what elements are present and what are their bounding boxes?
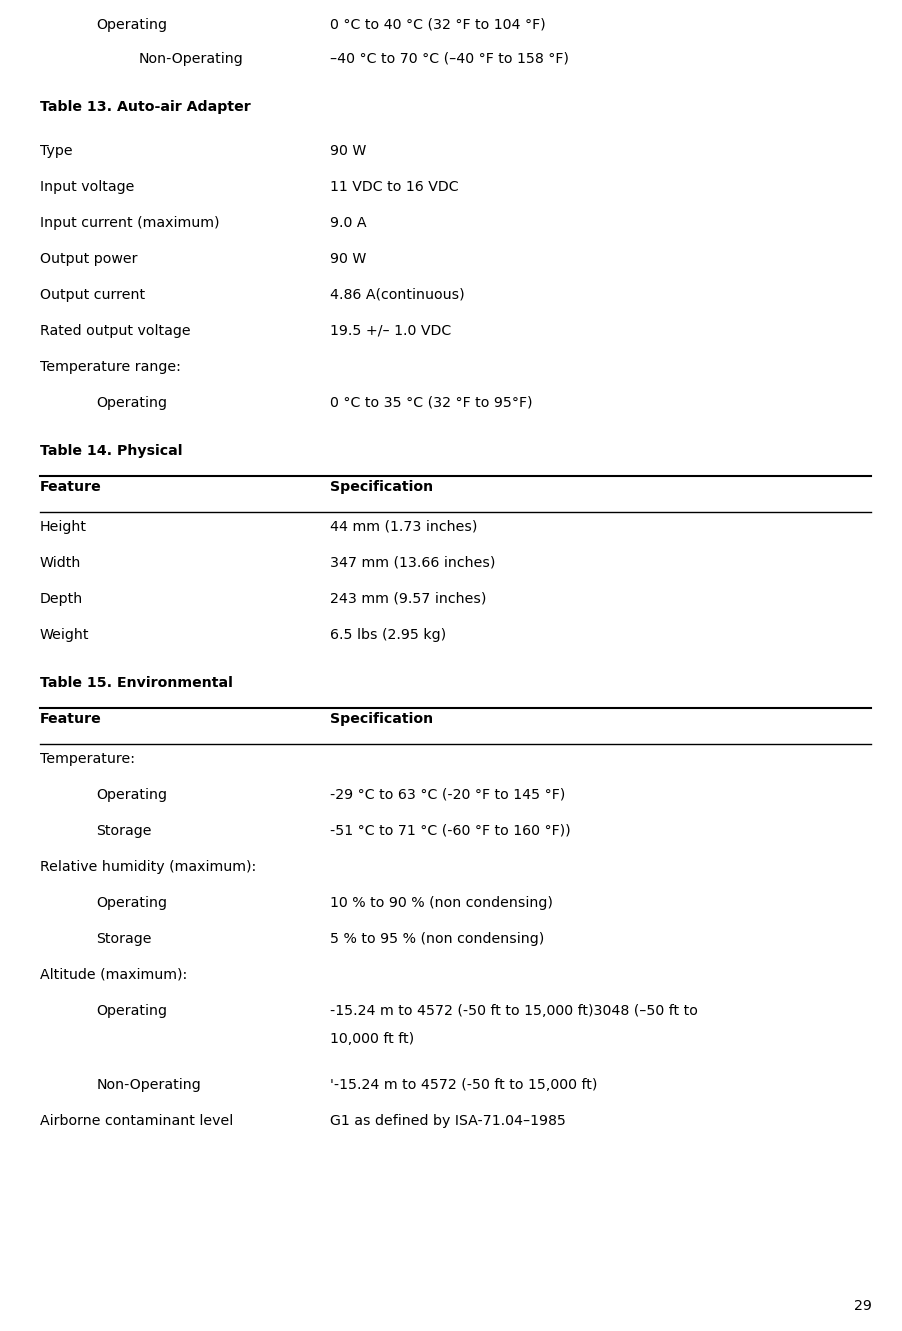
Text: Feature: Feature [40, 712, 101, 725]
Text: Operating: Operating [97, 19, 167, 32]
Text: Non-Operating: Non-Operating [139, 52, 244, 67]
Text: 9.0 A: 9.0 A [329, 216, 365, 230]
Text: Rated output voltage: Rated output voltage [40, 323, 190, 338]
Text: 10,000 ft ft): 10,000 ft ft) [329, 1032, 413, 1046]
Text: Depth: Depth [40, 592, 83, 606]
Text: –40 °C to 70 °C (–40 °F to 158 °F): –40 °C to 70 °C (–40 °F to 158 °F) [329, 52, 568, 67]
Text: 0 °C to 35 °C (32 °F to 95°F): 0 °C to 35 °C (32 °F to 95°F) [329, 397, 531, 410]
Text: 29: 29 [852, 1299, 870, 1312]
Text: Operating: Operating [97, 397, 167, 410]
Text: Specification: Specification [329, 712, 432, 725]
Text: '-15.24 m to 4572 (-50 ft to 15,000 ft): '-15.24 m to 4572 (-50 ft to 15,000 ft) [329, 1078, 596, 1091]
Text: -29 °C to 63 °C (-20 °F to 145 °F): -29 °C to 63 °C (-20 °F to 145 °F) [329, 788, 565, 803]
Text: 347 mm (13.66 inches): 347 mm (13.66 inches) [329, 556, 494, 570]
Text: Operating: Operating [97, 896, 167, 910]
Text: 19.5 +/– 1.0 VDC: 19.5 +/– 1.0 VDC [329, 323, 450, 338]
Text: Temperature:: Temperature: [40, 752, 134, 767]
Text: 6.5 lbs (2.95 kg): 6.5 lbs (2.95 kg) [329, 628, 446, 642]
Text: 11 VDC to 16 VDC: 11 VDC to 16 VDC [329, 180, 457, 194]
Text: Non-Operating: Non-Operating [97, 1078, 201, 1091]
Text: Table 15. Environmental: Table 15. Environmental [40, 676, 233, 689]
Text: 90 W: 90 W [329, 144, 365, 158]
Text: 90 W: 90 W [329, 252, 365, 266]
Text: 0 °C to 40 °C (32 °F to 104 °F): 0 °C to 40 °C (32 °F to 104 °F) [329, 19, 545, 32]
Text: Specification: Specification [329, 480, 432, 494]
Text: 10 % to 90 % (non condensing): 10 % to 90 % (non condensing) [329, 896, 552, 910]
Text: 5 % to 95 % (non condensing): 5 % to 95 % (non condensing) [329, 932, 543, 946]
Text: Input current (maximum): Input current (maximum) [40, 216, 219, 230]
Text: Airborne contaminant level: Airborne contaminant level [40, 1114, 233, 1127]
Text: Input voltage: Input voltage [40, 180, 134, 194]
Text: 44 mm (1.73 inches): 44 mm (1.73 inches) [329, 520, 476, 534]
Text: Temperature range:: Temperature range: [40, 359, 180, 374]
Text: Type: Type [40, 144, 72, 158]
Text: Operating: Operating [97, 1004, 167, 1018]
Text: Table 13. Auto-air Adapter: Table 13. Auto-air Adapter [40, 100, 250, 114]
Text: Output current: Output current [40, 287, 144, 302]
Text: 243 mm (9.57 inches): 243 mm (9.57 inches) [329, 592, 485, 606]
Text: Width: Width [40, 556, 81, 570]
Text: Storage: Storage [97, 932, 152, 946]
Text: G1 as defined by ISA-71.04–1985: G1 as defined by ISA-71.04–1985 [329, 1114, 565, 1127]
Text: 4.86 A(continuous): 4.86 A(continuous) [329, 287, 464, 302]
Text: -15.24 m to 4572 (-50 ft to 15,000 ft)3048 (–50 ft to: -15.24 m to 4572 (-50 ft to 15,000 ft)30… [329, 1004, 696, 1018]
Text: Relative humidity (maximum):: Relative humidity (maximum): [40, 860, 255, 874]
Text: Storage: Storage [97, 824, 152, 839]
Text: Height: Height [40, 520, 87, 534]
Text: -51 °C to 71 °C (-60 °F to 160 °F)): -51 °C to 71 °C (-60 °F to 160 °F)) [329, 824, 569, 839]
Text: Feature: Feature [40, 480, 101, 494]
Text: Operating: Operating [97, 788, 167, 803]
Text: Output power: Output power [40, 252, 137, 266]
Text: Table 14. Physical: Table 14. Physical [40, 445, 182, 458]
Text: Altitude (maximum):: Altitude (maximum): [40, 968, 187, 982]
Text: Weight: Weight [40, 628, 89, 642]
